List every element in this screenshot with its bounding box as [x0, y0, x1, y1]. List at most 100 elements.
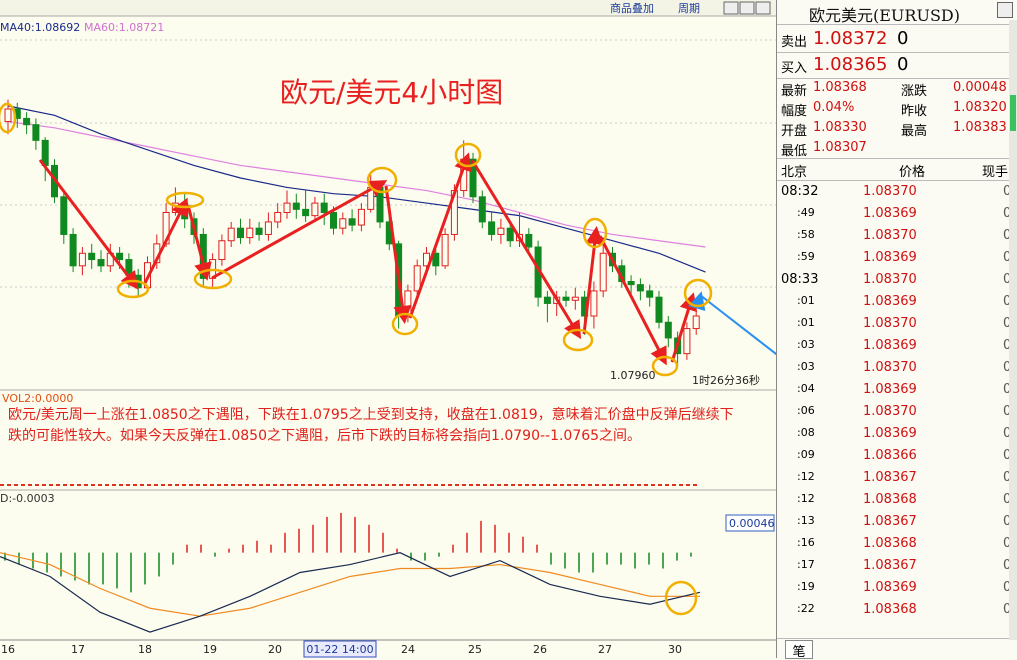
stat-label: 最新	[781, 84, 808, 99]
candle-body	[13, 108, 21, 119]
candle-body	[497, 227, 505, 235]
trade-price: 1.08368	[863, 536, 917, 551]
trade-volume: 0	[1003, 580, 1012, 595]
candle-body	[283, 202, 291, 214]
candle-body	[618, 265, 626, 282]
trade-time: :08	[797, 426, 815, 439]
candle-body	[274, 212, 282, 223]
tab[interactable]: 笔	[785, 640, 813, 660]
candle-body	[320, 202, 328, 214]
candle-body	[571, 296, 579, 301]
stats-row: 开盘 1.08330 最高 1.08383	[777, 120, 1007, 140]
trade-volume: 0	[1003, 184, 1012, 199]
header-price: 价格	[899, 165, 926, 180]
stat-label: 昨收	[901, 104, 928, 119]
trade-price: 1.08370	[863, 404, 917, 419]
candle-body	[413, 265, 421, 292]
trade-price: 1.08367	[863, 470, 917, 485]
candle-body	[553, 296, 561, 304]
trade-time: :17	[797, 558, 815, 571]
trade-volume: 0	[1003, 360, 1012, 375]
stat-label: 幅度	[781, 104, 808, 119]
trade-time: :04	[797, 382, 815, 395]
candle-body	[348, 218, 356, 226]
candle-body	[302, 208, 310, 217]
trade-price: 1.08369	[863, 382, 917, 397]
x-highlight	[303, 640, 377, 658]
toolbar	[0, 0, 776, 16]
volume-label: VOL2:0.0000	[2, 392, 73, 405]
nav-button[interactable]	[739, 1, 755, 15]
candle-body	[385, 221, 393, 245]
candle-body	[88, 252, 96, 261]
commentary: 欧元/美元周一上涨在1.0850之下遇阻，下跌在1.0795之上受到支持，收盘在…	[8, 407, 734, 444]
overlay-button[interactable]: 商品叠加	[610, 1, 654, 15]
candle-body	[69, 233, 77, 267]
nav-button[interactable]	[723, 1, 739, 15]
trade-time: :01	[797, 316, 815, 329]
dea-line	[0, 552, 700, 617]
candle-body	[636, 284, 644, 292]
trade-row: :04 1.08369 0	[777, 382, 1011, 402]
candle-body	[218, 240, 226, 261]
trade-volume: 0	[1003, 470, 1012, 485]
stat-label: 开盘	[781, 124, 808, 139]
lock-button[interactable]	[997, 2, 1013, 18]
period-button[interactable]: 周期	[678, 2, 700, 15]
trade-row: :12 1.08367 0	[777, 470, 1011, 490]
trade-time: :49	[797, 206, 815, 219]
sell-price: 1.08372	[813, 28, 888, 49]
trade-price: 1.08369	[863, 426, 917, 441]
candle-body	[4, 108, 12, 123]
chart-title: 欧元/美元4小时图	[280, 76, 503, 109]
trade-volume: 0	[1003, 448, 1012, 463]
candle-body	[488, 221, 496, 235]
trade-price: 1.08369	[863, 294, 917, 309]
trade-price: 1.08369	[863, 250, 917, 265]
trade-price: 1.08367	[863, 514, 917, 529]
candle-body	[23, 117, 31, 126]
ma40-label: MA40:1.08692	[0, 21, 80, 34]
candle-body	[506, 227, 514, 242]
trade-price: 1.08369	[863, 580, 917, 595]
candle-body	[153, 243, 161, 264]
trade-price: 1.08370	[863, 184, 917, 199]
x-tick-label: 26	[533, 643, 547, 656]
candle-body	[460, 158, 468, 192]
candle-body	[525, 233, 533, 248]
candle-body	[534, 246, 542, 298]
stat-label: 最低	[781, 144, 808, 159]
buy-row: 买入 1.08365 0	[777, 54, 1007, 78]
candle-body	[171, 202, 179, 214]
candle-body	[181, 202, 189, 220]
trade-time: :59	[797, 250, 815, 263]
x-tick-label: 27	[598, 643, 612, 656]
scrollbar[interactable]	[1009, 20, 1017, 640]
x-tick-label: 18	[138, 643, 152, 656]
divider	[777, 24, 1009, 25]
candle-body	[581, 296, 589, 317]
trade-volume: 0	[1003, 382, 1012, 397]
candle-body	[516, 233, 523, 242]
buy-price: 1.08365	[813, 54, 888, 75]
candle-body	[106, 252, 114, 267]
x-tick-label: 30	[668, 643, 682, 656]
stats-row: 最新 1.08368 涨跌 0.00048	[777, 80, 1007, 100]
trade-row: :12 1.08368 0	[777, 492, 1011, 512]
nav-button[interactable]	[755, 1, 771, 15]
trade-time: :58	[797, 228, 815, 241]
trade-volume: 0	[1003, 316, 1012, 331]
buy-volume: 0	[897, 54, 909, 75]
candle-body	[209, 259, 217, 279]
candle-body	[357, 208, 365, 226]
buy-label: 买入	[781, 61, 808, 76]
trade-time: :19	[797, 580, 815, 593]
trade-row: :13 1.08367 0	[777, 514, 1011, 534]
candle-body	[51, 164, 58, 198]
divider	[777, 52, 1009, 53]
trade-price: 1.08368	[863, 492, 917, 507]
trade-volume: 0	[1003, 558, 1012, 573]
trade-price: 1.08370	[863, 360, 917, 375]
scroll-thumb[interactable]	[1010, 95, 1016, 131]
dif-line	[0, 552, 701, 633]
